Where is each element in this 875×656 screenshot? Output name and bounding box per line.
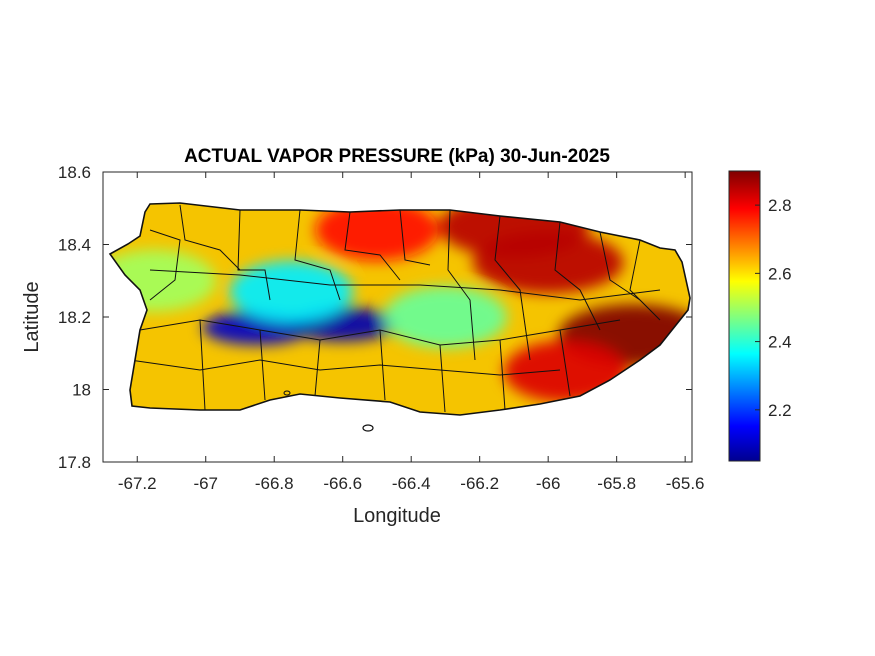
x-axis: -67.2 -67 -66.8 -66.6 -66.4 -66.2 -66 -65.8 -65.… [118,172,705,493]
x-tick-label: -66.8 [255,474,294,493]
colorbar-tick-label: 2.8 [768,196,792,215]
y-tick-label: 18.6 [58,163,91,182]
y-tick-label: 18.4 [58,236,91,255]
municipality-boundaries [129,204,661,413]
chart-title: ACTUAL VAPOR PRESSURE (kPa) 30-Jun-2025 [184,146,610,167]
x-axis-label: Longitude [353,505,441,527]
colorbar-tick-label: 2.6 [768,264,792,283]
field-feature [383,286,508,348]
y-tick-label: 17.8 [58,453,91,472]
colorbar-ticks: 2.2 2.4 2.6 2.8 [755,196,792,420]
field-feature [229,260,353,323]
x-tick-label: -67.2 [118,474,157,493]
x-tick-label: -65.6 [666,474,705,493]
x-tick-label: -65.8 [597,474,636,493]
x-tick-label: -67 [193,474,218,493]
x-tick-label: -66.6 [323,474,362,493]
y-axis-label: Latitude [21,281,43,352]
colorbar-tick-label: 2.4 [768,333,792,352]
vapor-pressure-field [110,203,690,415]
caja-de-muertos-island [362,424,374,432]
x-tick-label: -66.2 [460,474,499,493]
colorbar-tick-label: 2.2 [768,401,792,420]
y-tick-label: 18 [72,381,91,400]
x-tick-label: -66 [536,474,561,493]
field-feature [315,203,439,261]
y-tick-label: 18.2 [58,308,91,327]
colorbar [728,170,761,462]
y-axis: 17.8 18 18.2 18.4 18.6 [58,163,692,472]
x-tick-label: -66.4 [392,474,431,493]
small-islet [283,390,291,396]
